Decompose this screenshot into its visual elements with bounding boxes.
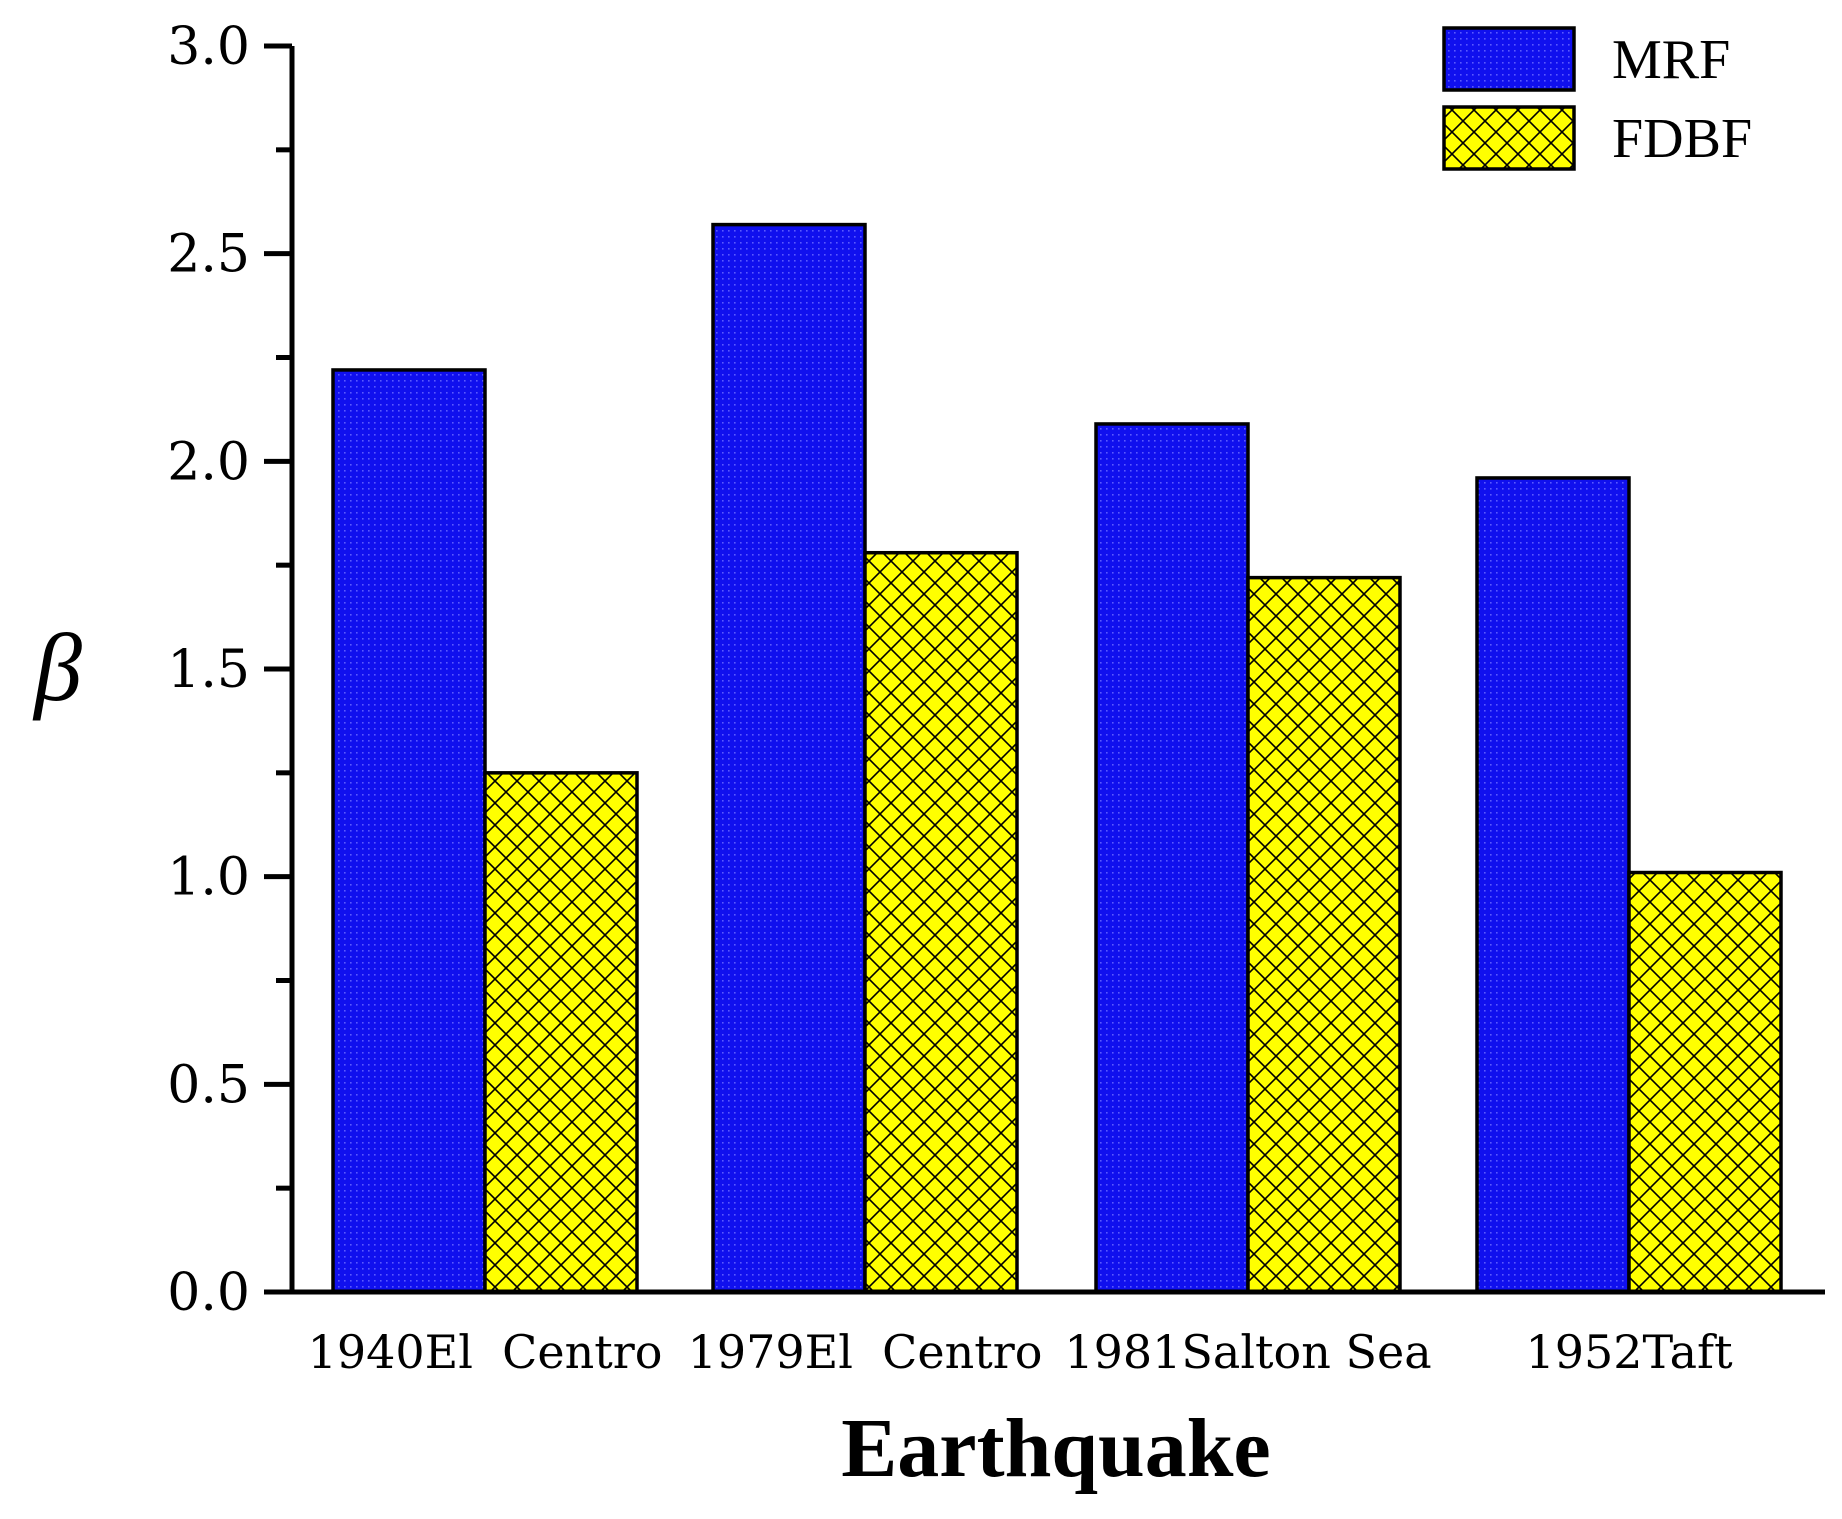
legend: MRF FDBF	[1442, 26, 1752, 171]
y-tick-label: 1.0	[167, 848, 250, 908]
y-tick-label: 3.0	[167, 17, 250, 77]
bar-mrf-3	[1094, 422, 1250, 1294]
bar-mrf-2	[711, 222, 867, 1294]
y-tick-label: 1.5	[167, 640, 250, 700]
y-tick-label: 2.5	[167, 225, 250, 285]
x-category-label: 1952Taft	[1525, 1325, 1733, 1379]
y-tick-label: 0.5	[167, 1055, 250, 1115]
bar-fdbf-2	[863, 550, 1019, 1294]
legend-swatch-mrf	[1442, 26, 1576, 92]
y-tick-label: 0.0	[167, 1263, 250, 1323]
bar-fdbf-3	[1246, 575, 1402, 1294]
x-category-label: 1979El Centro	[688, 1325, 1043, 1379]
y-ticks: 0.0 0.5 1.0 1.5 2.0 2.5 3.0	[167, 17, 292, 1323]
y-axis-title: β	[32, 614, 82, 721]
bar-fdbf-4	[1627, 870, 1783, 1294]
bar-fdbf-1	[483, 771, 639, 1294]
x-category-label: 1940El Centro	[308, 1325, 663, 1379]
bar-mrf-1	[331, 368, 487, 1294]
legend-label-fdbf: FDBF	[1612, 108, 1752, 170]
bar-mrf-4	[1475, 476, 1631, 1294]
y-tick-label: 2.0	[167, 432, 250, 492]
x-category-labels: 1940El Centro 1979El Centro 1981Salton Sea…	[308, 1325, 1733, 1379]
x-axis-title: Earthquake	[841, 1402, 1270, 1495]
legend-label-mrf: MRF	[1612, 29, 1730, 91]
bars-layer	[331, 222, 1783, 1294]
legend-swatch-fdbf	[1442, 105, 1576, 171]
x-category-label: 1981Salton Sea	[1064, 1325, 1431, 1379]
